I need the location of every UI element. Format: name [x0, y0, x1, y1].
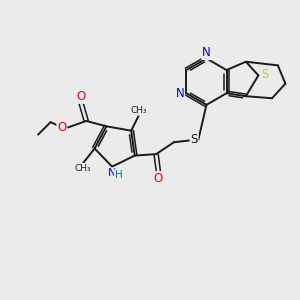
Text: N: N [176, 87, 184, 100]
Text: O: O [154, 172, 163, 185]
Text: O: O [57, 121, 67, 134]
Text: N: N [202, 46, 211, 59]
Text: S: S [261, 68, 268, 81]
Text: N: N [108, 168, 116, 178]
Text: H: H [115, 170, 122, 180]
Text: CH₃: CH₃ [131, 106, 148, 115]
Text: CH₃: CH₃ [75, 164, 91, 172]
Text: S: S [190, 133, 198, 146]
Text: O: O [76, 90, 86, 103]
